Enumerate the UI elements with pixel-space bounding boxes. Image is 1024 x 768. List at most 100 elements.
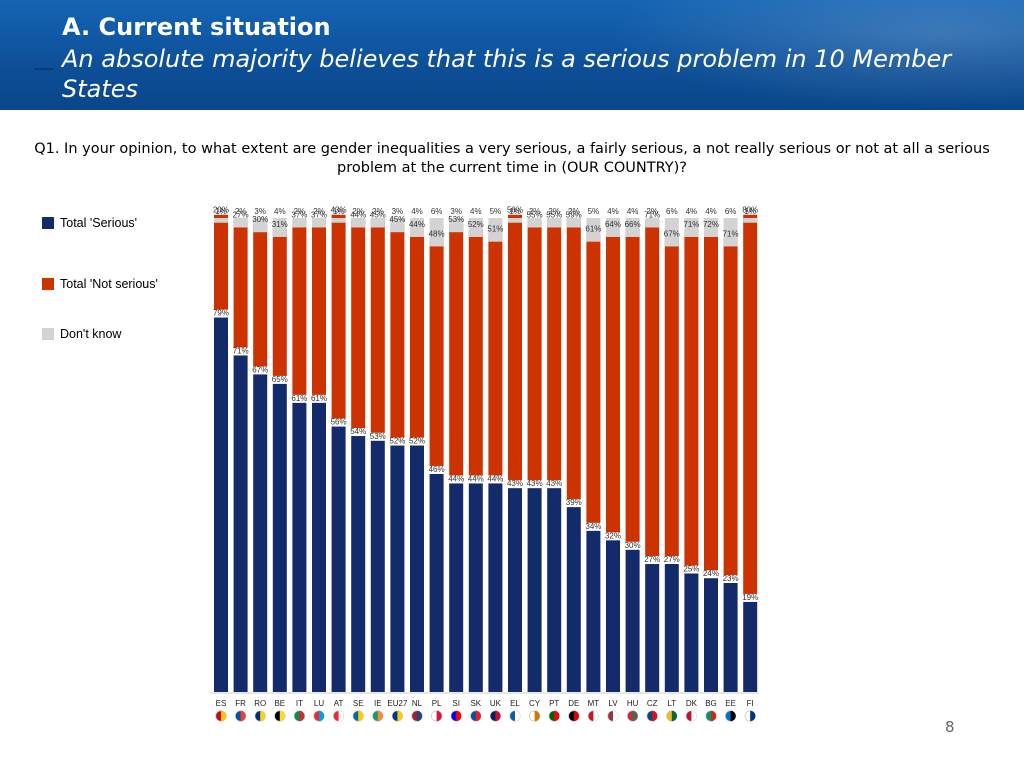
data-label-serious: 56% <box>331 418 347 427</box>
bar-serious <box>566 507 581 692</box>
bar-dont-know <box>527 218 542 228</box>
bar-not-serious <box>253 224 268 367</box>
category-label: DK <box>686 699 698 708</box>
bar-dont-know <box>508 218 522 223</box>
bar-dont-know <box>547 218 562 228</box>
bar-serious <box>664 564 679 692</box>
bar-serious <box>449 483 464 692</box>
data-label-dont-know: 3% <box>254 207 266 216</box>
data-label-serious: 61% <box>291 394 307 403</box>
flag-icon-half <box>613 710 619 722</box>
data-label-serious: 52% <box>409 437 425 446</box>
data-label-not-serious: 55% <box>527 210 543 219</box>
bar-dont-know <box>390 218 405 233</box>
header-banner: A. Current situation An absolute majorit… <box>0 0 1024 110</box>
data-label-dont-know: 1% <box>744 207 756 216</box>
category-label: SK <box>470 699 481 708</box>
data-label-not-serious: 45% <box>389 215 405 224</box>
bar-not-serious <box>625 228 640 542</box>
bar-not-serious <box>586 233 601 523</box>
data-label-serious: 65% <box>272 375 288 384</box>
data-label-serious: 32% <box>605 531 621 540</box>
flag-icon-half <box>671 710 677 722</box>
bar-serious <box>272 383 287 692</box>
data-label-not-serious: 44% <box>350 210 366 219</box>
data-label-dont-know: 2% <box>646 207 658 216</box>
category-label: IT <box>296 699 303 708</box>
bar-not-serious <box>312 219 326 395</box>
data-label-dont-know: 2% <box>313 207 325 216</box>
bar-not-serious <box>664 238 679 557</box>
bar-not-serious <box>508 214 522 481</box>
category-axis-band <box>210 692 759 694</box>
bar-serious <box>410 445 424 692</box>
page-title: A. Current situation <box>62 13 331 41</box>
data-label-not-serious: 64% <box>605 220 621 229</box>
data-label-serious: 79% <box>213 309 229 318</box>
bar-dont-know <box>684 218 699 237</box>
legend-item-serious: Total 'Serious' <box>42 216 222 230</box>
data-label-dont-know: 2% <box>529 207 541 216</box>
category-label: EU27 <box>387 699 408 708</box>
data-label-dont-know: 4% <box>627 207 639 216</box>
data-label-serious: 53% <box>370 432 386 441</box>
data-label-serious: 43% <box>546 479 562 488</box>
flag-icon-half <box>691 710 697 722</box>
bar-dont-know <box>743 218 758 223</box>
category-label: AT <box>334 699 344 708</box>
bar-dont-know <box>566 218 581 228</box>
bar-serious <box>723 582 738 692</box>
data-label-not-serious: 27% <box>233 210 249 219</box>
category-label: ES <box>216 699 227 708</box>
category-label: LT <box>667 699 676 708</box>
bar-not-serious <box>723 238 738 575</box>
data-label-not-serious: 59% <box>566 210 582 219</box>
bar-not-serious <box>468 228 483 476</box>
flag-icon-half <box>358 710 364 722</box>
bar-not-serious <box>272 228 287 376</box>
bar-not-serious <box>684 228 699 566</box>
bar-dont-know <box>272 218 287 237</box>
data-label-serious: 43% <box>507 479 523 488</box>
data-label-serious: 24% <box>703 569 719 578</box>
bar-dont-know <box>723 218 738 247</box>
data-label-serious: 71% <box>233 346 249 355</box>
flag-icon-half <box>240 710 246 722</box>
category-label: MT <box>588 699 600 708</box>
category-label: BE <box>274 699 285 708</box>
data-label-dont-know: 2% <box>235 207 247 216</box>
category-label: EE <box>725 699 736 708</box>
flag-icon-half <box>730 710 736 722</box>
bar-dont-know <box>586 218 601 242</box>
bar-serious <box>351 436 366 692</box>
bar-dont-know <box>645 218 660 228</box>
bar-serious <box>625 549 640 692</box>
data-label-dont-know: 6% <box>725 207 737 216</box>
data-label-not-serious: 37% <box>291 210 307 219</box>
flag-icon-half <box>632 710 638 722</box>
bar-serious <box>468 483 483 692</box>
bar-dont-know <box>233 218 248 228</box>
bar-dont-know <box>351 218 366 228</box>
flag-icon-half <box>456 710 462 722</box>
data-label-not-serious: 51% <box>487 225 503 234</box>
category-label: RO <box>254 699 266 708</box>
bar-serious <box>253 374 268 692</box>
bar-serious <box>508 488 522 692</box>
flag-icon-half <box>495 710 501 722</box>
data-label-serious: 43% <box>527 479 543 488</box>
bar-dont-know <box>429 218 444 247</box>
bar-serious <box>370 440 385 692</box>
bar-dont-know <box>664 218 679 247</box>
flag-icon-half <box>377 710 383 722</box>
bar-not-serious <box>370 219 385 433</box>
bar-not-serious <box>566 219 581 500</box>
flag-icon-half <box>319 710 325 722</box>
data-label-dont-know: 1% <box>333 207 345 216</box>
bar-not-serious <box>449 224 464 476</box>
data-label-dont-know: 2% <box>294 207 306 216</box>
page-number: 8 <box>945 718 955 736</box>
bar-serious <box>547 488 562 692</box>
legend-swatch-not-serious <box>42 278 54 290</box>
flag-icon-half <box>397 710 403 722</box>
